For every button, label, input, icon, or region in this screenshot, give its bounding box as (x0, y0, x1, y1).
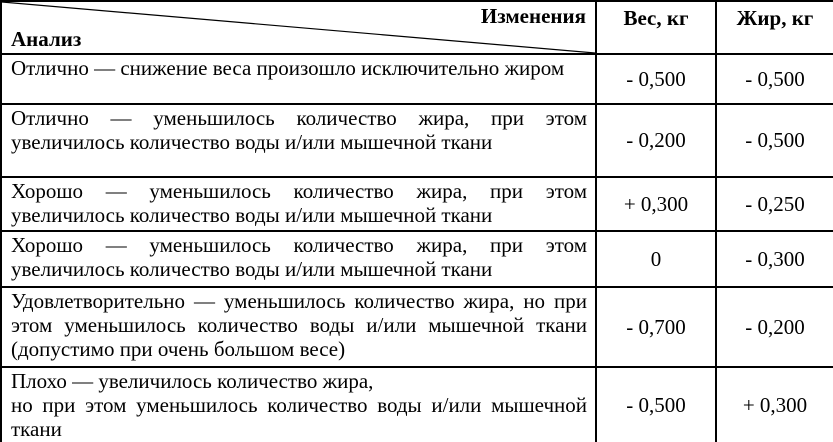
header-fat-label: Жир, кг (715, 0, 833, 55)
analysis-cell: Плохо — увеличилось количество жира, но … (0, 366, 597, 442)
header-analysis-label: Анализ (11, 27, 82, 51)
fat-value-cell: - 0,200 (715, 286, 833, 368)
analysis-cell: Хорошо — уменьшилось количество жира, пр… (0, 176, 597, 232)
table-row: Отлично — снижение веса произошло исключ… (0, 53, 833, 105)
fat-value-cell: - 0,250 (715, 176, 833, 232)
weight-value-cell: + 0,300 (595, 176, 717, 232)
weight-value-cell: - 0,200 (595, 103, 717, 178)
fat-value-cell: - 0,300 (715, 230, 833, 288)
header-changes-label: Изменения (480, 4, 586, 28)
analysis-cell: Отлично — снижение веса произошло исключ… (0, 53, 597, 105)
table-row: Хорошо — уменьшилось количество жира, пр… (0, 230, 833, 288)
table-row: Хорошо — уменьшилось количество жира, пр… (0, 176, 833, 232)
table-row: Плохо — увеличилось количество жира, но … (0, 366, 833, 442)
header-diagonal-cell: Изменения Анализ (0, 0, 597, 55)
header-row: Изменения Анализ Вес, кг Жир, кг (0, 0, 833, 55)
table-row: Отлично — уменьшилось количество жира, п… (0, 103, 833, 178)
weight-value-cell: 0 (595, 230, 717, 288)
diagonal-divider-line (2, 2, 595, 53)
analysis-cell: Отлично — уменьшилось количество жира, п… (0, 103, 597, 178)
analysis-cell: Удовлетворительно — уменьшилось количест… (0, 286, 597, 368)
analysis-cell: Хорошо — уменьшилось количество жира, пр… (0, 230, 597, 288)
fat-value-cell: - 0,500 (715, 103, 833, 178)
weight-value-cell: - 0,500 (595, 366, 717, 442)
header-weight-label: Вес, кг (595, 0, 717, 55)
fat-value-cell: - 0,500 (715, 53, 833, 105)
weight-value-cell: - 0,700 (595, 286, 717, 368)
fat-value-cell: + 0,300 (715, 366, 833, 442)
weight-value-cell: - 0,500 (595, 53, 717, 105)
table-row: Удовлетворительно — уменьшилось количест… (0, 286, 833, 368)
